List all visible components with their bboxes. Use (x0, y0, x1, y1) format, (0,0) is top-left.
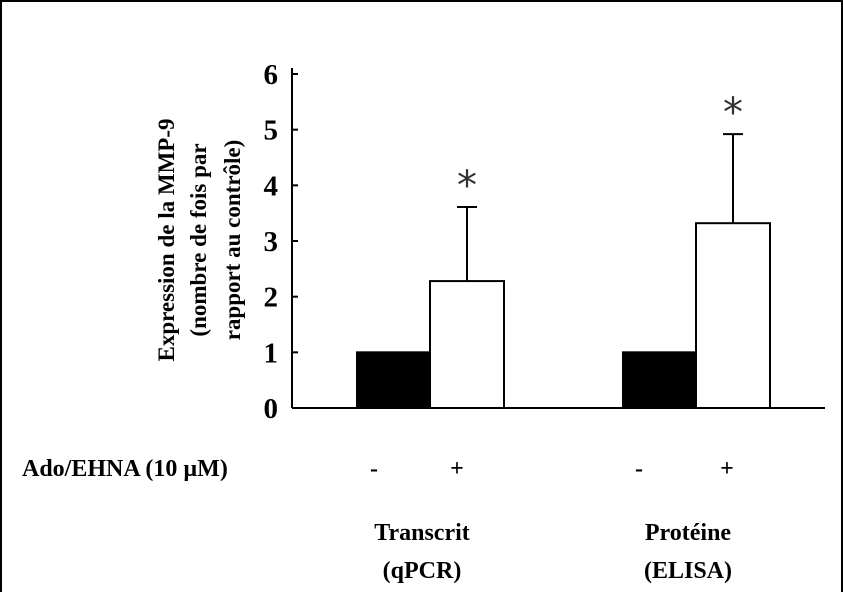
error-bars (457, 133, 743, 282)
group-label-line1: Protéine (645, 520, 732, 546)
treatment-symbols: - + - + (370, 456, 734, 482)
treatment-label: Ado/EHNA (10 µM) (22, 456, 228, 482)
group-label-line2: (qPCR) (383, 558, 462, 584)
group-label-line1: Transcrit (374, 520, 470, 546)
significance-star: * (723, 90, 743, 136)
y-tick-label: 6 (264, 59, 279, 91)
y-axis-label-line: rapport au contrôle) (220, 140, 245, 341)
y-tick-label: 4 (264, 170, 279, 202)
y-tick-label: 2 (264, 282, 279, 314)
group-label-line2: (ELISA) (644, 558, 732, 584)
y-tick-label: 0 (264, 393, 279, 425)
bars (356, 222, 771, 410)
bar (356, 351, 432, 410)
y-axis-label-line: (nombre de fois par (186, 143, 211, 336)
y-ticks: 0 1 2 3 4 5 6 (264, 59, 298, 425)
treatment-symbol: - (635, 456, 643, 482)
significance-markers: ** (457, 90, 743, 209)
group-labels: Transcrit (qPCR) Protéine (ELISA) (374, 520, 732, 584)
bar (695, 222, 771, 409)
treatment-symbol: + (450, 456, 464, 482)
significance-star: * (457, 163, 477, 209)
y-tick-label: 3 (264, 226, 279, 258)
y-axis-label: Expression de la MMP-9 (nombre de fois pa… (154, 119, 245, 362)
bar (429, 280, 505, 409)
y-tick-label: 5 (264, 115, 279, 147)
y-tick-label: 1 (264, 337, 279, 369)
treatment-symbol: + (720, 456, 734, 482)
treatment-symbol: - (370, 456, 378, 482)
y-axis-label-line: Expression de la MMP-9 (154, 119, 179, 362)
bar (622, 351, 698, 410)
